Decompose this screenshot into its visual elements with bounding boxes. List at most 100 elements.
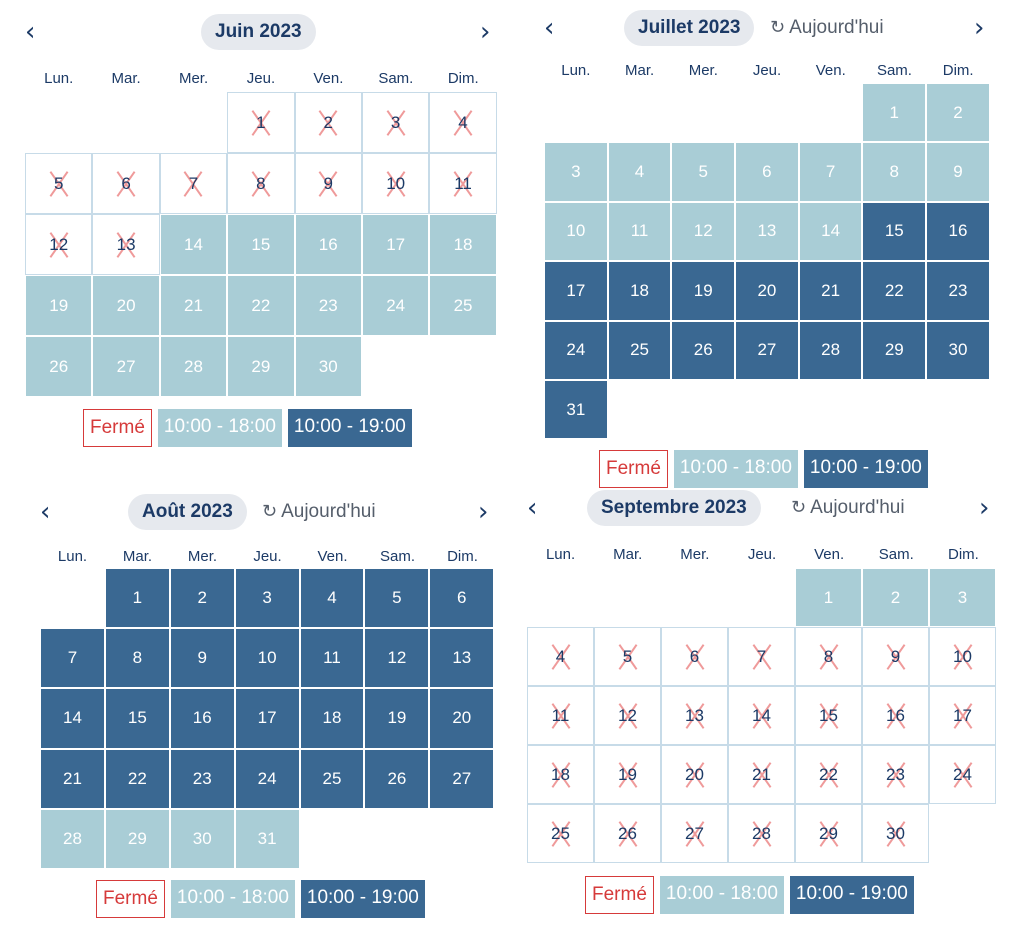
day-cell[interactable]: 6 bbox=[429, 568, 495, 629]
today-button[interactable]: ↻ Aujourd'hui bbox=[262, 494, 376, 530]
day-cell[interactable]: 29 bbox=[227, 336, 295, 397]
day-cell[interactable]: 18 bbox=[299, 688, 365, 749]
day-cell[interactable]: 18 bbox=[607, 261, 672, 321]
day-cell[interactable]: 3 bbox=[234, 568, 300, 629]
day-cell[interactable]: 16 bbox=[169, 688, 235, 749]
day-cell[interactable]: 8 bbox=[104, 628, 170, 689]
month-title: Août 2023 bbox=[128, 494, 247, 530]
day-cell[interactable]: 5 bbox=[364, 568, 430, 629]
day-cell[interactable]: 14 bbox=[798, 201, 863, 262]
day-cell[interactable]: 26 bbox=[364, 748, 430, 809]
day-cell[interactable]: 22 bbox=[227, 275, 295, 336]
day-number: 29 bbox=[127, 828, 147, 848]
day-cell[interactable]: 30 bbox=[169, 808, 235, 869]
day-cell[interactable]: 27 bbox=[429, 748, 495, 809]
day-cell[interactable]: 7 bbox=[798, 142, 863, 202]
day-cell[interactable]: 12 bbox=[364, 628, 430, 689]
prev-month-icon[interactable]: ‹ bbox=[25, 17, 36, 47]
next-month-icon[interactable]: › bbox=[480, 17, 491, 47]
next-month-icon[interactable]: › bbox=[974, 13, 985, 43]
day-cell[interactable]: 25 bbox=[429, 275, 497, 336]
day-cell[interactable]: 23 bbox=[169, 748, 235, 809]
day-cell[interactable]: 10 bbox=[234, 628, 300, 689]
day-cell[interactable]: 1 bbox=[795, 568, 862, 627]
day-cell[interactable]: 9 bbox=[169, 628, 235, 689]
day-cell[interactable]: 29 bbox=[104, 808, 170, 869]
day-cell[interactable]: 16 bbox=[926, 201, 990, 262]
day-cell-closed: 12 bbox=[594, 686, 661, 745]
day-cell[interactable]: 4 bbox=[607, 142, 672, 202]
day-cell[interactable]: 7 bbox=[40, 628, 105, 689]
day-cell[interactable]: 23 bbox=[294, 275, 362, 336]
day-number: 7 bbox=[756, 646, 767, 666]
day-cell[interactable]: 21 bbox=[40, 748, 105, 809]
day-cell[interactable]: 21 bbox=[798, 261, 863, 321]
day-cell[interactable]: 24 bbox=[234, 748, 300, 809]
day-cell[interactable]: 28 bbox=[159, 336, 228, 397]
day-cell[interactable]: 25 bbox=[607, 320, 672, 380]
day-cell[interactable]: 30 bbox=[294, 336, 362, 397]
day-cell[interactable]: 26 bbox=[671, 320, 736, 380]
day-cell[interactable]: 23 bbox=[926, 261, 990, 321]
day-cell[interactable]: 20 bbox=[92, 275, 160, 336]
day-cell[interactable]: 20 bbox=[429, 688, 495, 749]
day-cell[interactable]: 1 bbox=[862, 83, 927, 143]
prev-month-icon[interactable]: ‹ bbox=[40, 497, 51, 527]
day-number: 4 bbox=[555, 646, 566, 666]
day-cell[interactable]: 17 bbox=[361, 214, 430, 275]
day-cell[interactable]: 27 bbox=[92, 336, 160, 397]
day-cell[interactable]: 11 bbox=[607, 201, 672, 262]
next-month-icon[interactable]: › bbox=[979, 493, 990, 523]
day-cell[interactable]: 30 bbox=[926, 320, 990, 380]
day-cell[interactable]: 13 bbox=[429, 628, 495, 689]
day-cell[interactable]: 3 bbox=[544, 142, 608, 202]
day-cell[interactable]: 17 bbox=[544, 261, 608, 321]
day-cell[interactable]: 31 bbox=[234, 808, 300, 869]
day-cell[interactable]: 2 bbox=[862, 568, 929, 627]
today-button[interactable]: ↻ Aujourd'hui bbox=[770, 10, 884, 46]
day-cell[interactable]: 13 bbox=[735, 201, 799, 262]
day-cell-closed: 10 bbox=[361, 153, 430, 214]
day-cell[interactable]: 26 bbox=[25, 336, 93, 397]
day-cell[interactable]: 15 bbox=[104, 688, 170, 749]
day-cell[interactable]: 21 bbox=[159, 275, 228, 336]
next-month-icon[interactable]: › bbox=[478, 497, 489, 527]
day-cell[interactable]: 19 bbox=[671, 261, 736, 321]
weekday-label: Mer. bbox=[688, 62, 718, 79]
day-cell[interactable]: 2 bbox=[926, 83, 990, 143]
day-cell[interactable]: 10 bbox=[544, 201, 608, 262]
day-cell[interactable]: 15 bbox=[862, 201, 927, 262]
day-cell[interactable]: 28 bbox=[798, 320, 863, 380]
day-cell[interactable]: 11 bbox=[299, 628, 365, 689]
day-cell[interactable]: 31 bbox=[544, 379, 608, 440]
day-cell[interactable]: 16 bbox=[294, 214, 362, 275]
day-cell[interactable]: 27 bbox=[735, 320, 799, 380]
day-cell[interactable]: 22 bbox=[104, 748, 170, 809]
day-cell[interactable]: 24 bbox=[544, 320, 608, 380]
day-cell[interactable]: 3 bbox=[929, 568, 996, 627]
day-cell[interactable]: 19 bbox=[364, 688, 430, 749]
day-cell[interactable]: 9 bbox=[926, 142, 990, 202]
day-cell[interactable]: 4 bbox=[299, 568, 365, 629]
day-cell[interactable]: 20 bbox=[735, 261, 799, 321]
day-cell[interactable]: 2 bbox=[169, 568, 235, 629]
day-cell[interactable]: 15 bbox=[227, 214, 295, 275]
day-cell[interactable]: 25 bbox=[299, 748, 365, 809]
day-cell[interactable]: 6 bbox=[735, 142, 799, 202]
day-cell[interactable]: 19 bbox=[25, 275, 93, 336]
day-cell[interactable]: 12 bbox=[671, 201, 736, 262]
day-cell[interactable]: 1 bbox=[104, 568, 170, 629]
day-cell[interactable]: 17 bbox=[234, 688, 300, 749]
day-cell[interactable]: 14 bbox=[40, 688, 105, 749]
day-cell[interactable]: 5 bbox=[671, 142, 736, 202]
prev-month-icon[interactable]: ‹ bbox=[544, 13, 555, 43]
day-cell[interactable]: 14 bbox=[159, 214, 228, 275]
day-cell[interactable]: 8 bbox=[862, 142, 927, 202]
day-cell[interactable]: 24 bbox=[361, 275, 430, 336]
day-cell[interactable]: 29 bbox=[862, 320, 927, 380]
day-cell[interactable]: 28 bbox=[40, 808, 105, 869]
prev-month-icon[interactable]: ‹ bbox=[527, 493, 538, 523]
day-cell[interactable]: 18 bbox=[429, 214, 497, 275]
today-button[interactable]: ↻ Aujourd'hui bbox=[791, 490, 905, 526]
day-cell[interactable]: 22 bbox=[862, 261, 927, 321]
